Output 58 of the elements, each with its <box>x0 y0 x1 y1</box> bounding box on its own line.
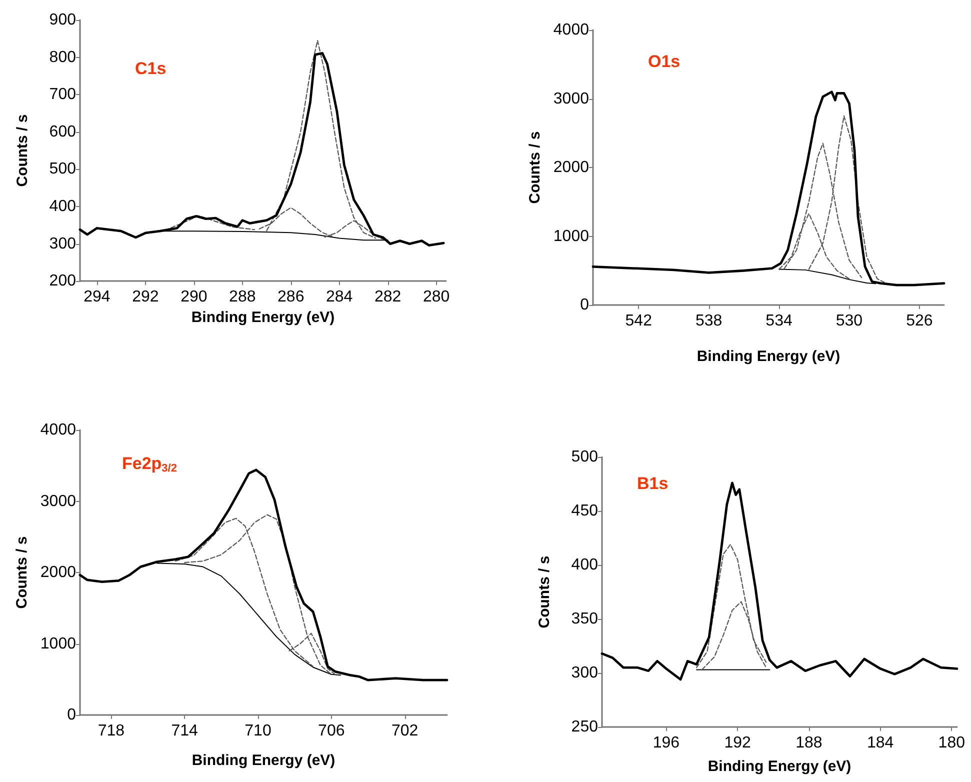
x-tick-label: 280 <box>422 288 450 306</box>
y-tick-label: 400 <box>49 198 76 215</box>
y-axis-title: Counts / s <box>14 114 31 187</box>
x-tick-label: 714 <box>171 722 198 740</box>
y-tick-label: 3000 <box>553 90 590 108</box>
x-tick-label: 192 <box>724 734 752 752</box>
x-tick-label: 294 <box>84 288 110 306</box>
x-tick-label: 718 <box>98 722 125 740</box>
x-tick-label: 292 <box>132 288 159 306</box>
y-axis-title: Counts / s <box>14 536 31 609</box>
x-axis-title: Binding Energy (eV) <box>192 752 336 769</box>
x-tick-label: 534 <box>766 312 792 330</box>
y-tick-label: 0 <box>580 296 590 314</box>
x-tick-label: 706 <box>318 722 345 740</box>
x-tick-label: 702 <box>391 722 418 740</box>
x-tick-label: 188 <box>796 734 822 752</box>
y-tick-label: 800 <box>49 48 76 66</box>
y-tick-label: 900 <box>49 12 76 28</box>
x-axis-title: Binding Energy (eV) <box>696 348 840 365</box>
y-axis-title: Counts / s <box>526 131 544 204</box>
x-tick-label: 530 <box>836 312 863 330</box>
y-axis-title: Counts / s <box>536 556 553 628</box>
y-tick-label: 4000 <box>553 22 590 38</box>
y-tick-label: 1000 <box>40 635 76 652</box>
x-tick-label: 710 <box>244 722 272 740</box>
x-tick-label: 196 <box>652 734 680 752</box>
y-tick-label: 2000 <box>40 564 76 581</box>
y-tick-label: 1000 <box>553 228 590 245</box>
y-tick-label: 300 <box>571 664 598 682</box>
x-tick-label: 288 <box>229 288 256 306</box>
text: C1s <box>135 59 166 78</box>
y-tick-label: 500 <box>49 160 76 178</box>
x-tick-label: 282 <box>374 288 402 306</box>
y-tick-label: 200 <box>49 272 76 290</box>
y-tick-label: 4000 <box>40 422 76 438</box>
y-tick-label: 250 <box>571 718 598 736</box>
y-tick-label: 350 <box>571 610 598 628</box>
y-tick-label: 450 <box>571 502 598 520</box>
y-tick-label: 3000 <box>40 492 76 510</box>
y-tick-label: 400 <box>571 556 598 574</box>
y-tick-label: 500 <box>571 448 598 466</box>
x-tick-label: 542 <box>625 312 652 330</box>
x-tick-label: 184 <box>866 734 894 752</box>
x-tick-label: 180 <box>938 734 966 752</box>
y-tick-label: 600 <box>49 123 76 140</box>
x-tick-label: 526 <box>906 312 933 330</box>
y-tick-label: 300 <box>49 235 76 252</box>
y-tick-label: 2000 <box>553 159 590 176</box>
x-tick-label: 286 <box>278 288 304 306</box>
x-tick-label: 290 <box>180 288 208 306</box>
text: B1s <box>637 474 668 493</box>
x-tick-label: 538 <box>695 312 722 330</box>
x-tick-label: 284 <box>326 288 353 306</box>
y-tick-label: 700 <box>49 86 76 104</box>
text: O1s <box>648 52 680 71</box>
x-axis-title: Binding Energy (eV) <box>191 309 335 326</box>
x-axis-title: Binding Energy (eV) <box>708 758 852 775</box>
y-tick-label: 0 <box>67 706 76 724</box>
